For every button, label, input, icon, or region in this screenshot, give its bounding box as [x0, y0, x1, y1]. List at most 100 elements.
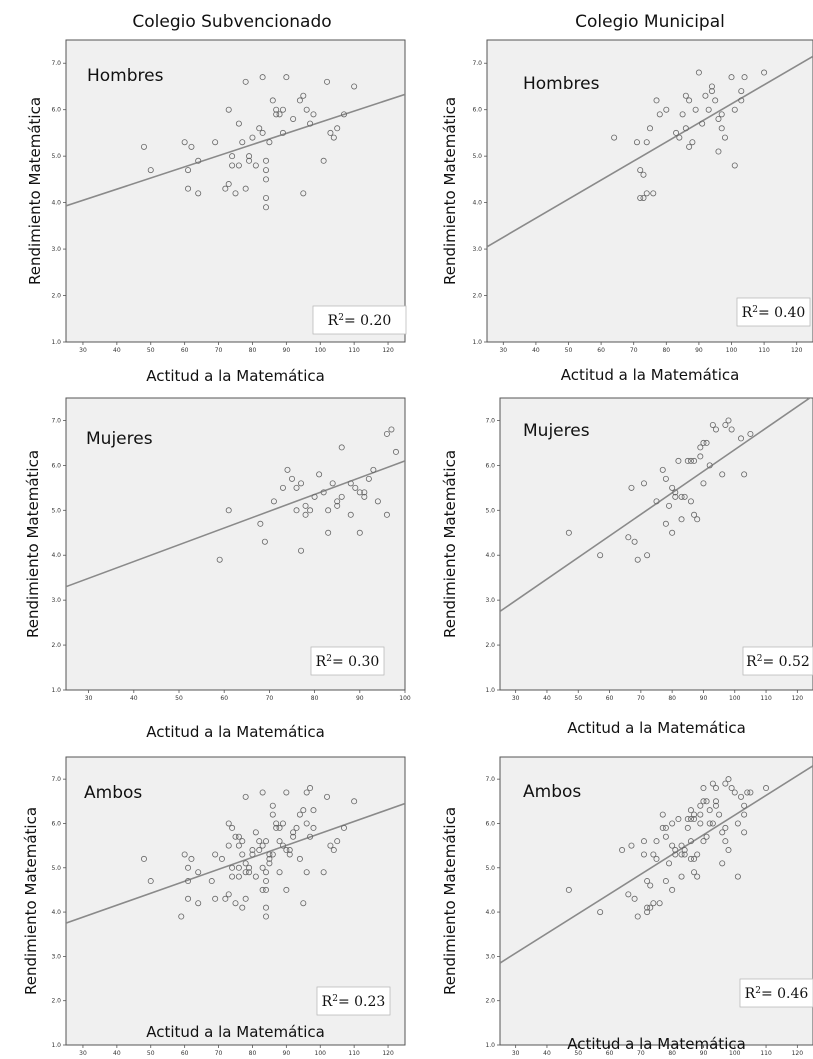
data-point: [697, 820, 704, 827]
y-tick-label: 6.0: [472, 107, 482, 114]
data-point: [222, 895, 229, 902]
data-point: [296, 97, 303, 104]
data-point: [722, 838, 729, 845]
data-point: [283, 789, 290, 796]
data-point: [689, 139, 696, 146]
data-point: [700, 838, 707, 845]
x-tick-label: 70: [630, 347, 638, 354]
data-point: [351, 798, 358, 805]
data-point: [383, 511, 390, 518]
data-point: [283, 847, 290, 854]
data-point: [347, 480, 354, 487]
data-point: [256, 847, 263, 854]
data-point: [697, 811, 704, 818]
data-point: [669, 484, 676, 491]
data-point: [302, 511, 309, 518]
x-tick-label: 100: [729, 1050, 741, 1057]
data-point: [303, 869, 310, 876]
data-point: [643, 190, 650, 197]
data-point: [225, 181, 232, 188]
data-point: [712, 426, 719, 433]
data-point: [725, 847, 732, 854]
data-point: [702, 92, 709, 99]
data-point: [249, 851, 256, 858]
y-axis-label: Rendimiento Matemática: [24, 450, 42, 638]
data-point: [722, 421, 729, 428]
r2-box: [312, 305, 407, 335]
data-point: [650, 851, 657, 858]
data-point: [290, 115, 297, 122]
data-point: [246, 157, 253, 164]
fit-line: [500, 765, 813, 964]
data-point: [293, 507, 300, 514]
data-point: [300, 900, 307, 907]
data-point: [647, 882, 654, 889]
x-tick-label: 100: [399, 695, 411, 702]
data-point: [330, 847, 337, 854]
x-tick-label: 50: [574, 1050, 582, 1057]
data-point: [242, 78, 249, 85]
data-point: [307, 507, 314, 514]
data-point: [694, 873, 701, 880]
data-point: [644, 909, 651, 916]
data-point: [288, 475, 295, 482]
data-point: [225, 891, 232, 898]
x-tick-label: 110: [348, 347, 360, 354]
data-point: [286, 851, 293, 858]
data-point: [684, 816, 691, 823]
data-point: [279, 484, 286, 491]
data-point: [232, 900, 239, 907]
data-point: [697, 444, 704, 451]
x-tick-label: 90: [700, 1050, 708, 1057]
data-point: [300, 807, 307, 814]
x-tick-label: 50: [147, 1050, 155, 1057]
data-point: [691, 855, 698, 862]
data-point: [643, 139, 650, 146]
scatter-panel-3: 30 40 50 60 70 80 90 100 1.0 2.0 3.0 4.0 5.0 6.0 7.0 Mu…: [24, 397, 411, 741]
data-point: [239, 139, 246, 146]
data-point: [744, 789, 751, 796]
data-point: [235, 833, 242, 840]
data-point: [239, 904, 246, 911]
r2-box: [316, 986, 391, 1016]
data-point: [252, 162, 259, 169]
y-tick-label: 3.0: [51, 953, 61, 960]
data-point: [697, 802, 704, 809]
x-tick-label: 110: [758, 347, 770, 354]
y-tick-label: 5.0: [51, 153, 61, 160]
data-point: [279, 129, 286, 136]
data-point: [741, 811, 748, 818]
data-point: [329, 480, 336, 487]
data-point: [687, 457, 694, 464]
data-point: [229, 824, 236, 831]
y-tick-label: 6.0: [485, 462, 495, 469]
data-point: [327, 842, 334, 849]
data-point: [273, 820, 280, 827]
data-point: [628, 484, 635, 491]
data-point: [249, 847, 256, 854]
data-point: [212, 139, 219, 146]
data-point: [283, 74, 290, 81]
data-point: [738, 88, 745, 95]
data-point: [311, 493, 318, 500]
data-point: [700, 785, 707, 792]
data-point: [338, 444, 345, 451]
data-point: [302, 502, 309, 509]
data-point: [699, 120, 706, 127]
data-point: [178, 913, 185, 920]
data-point: [640, 171, 647, 178]
data-point: [706, 807, 713, 814]
plot-area: [65, 397, 406, 691]
x-tick-label: 110: [348, 1050, 360, 1057]
data-point: [195, 869, 202, 876]
scatter-panel-4: 30 40 50 60 70 80 90 100 110 120 1.0 2.0 3.0 4.0 5.0 6.…: [441, 397, 813, 737]
data-point: [263, 194, 270, 201]
data-point: [650, 900, 657, 907]
x-tick-label: 90: [695, 347, 703, 354]
data-point: [279, 106, 286, 113]
data-point: [232, 190, 239, 197]
data-point: [246, 869, 253, 876]
data-point: [303, 106, 310, 113]
data-point: [388, 426, 395, 433]
data-point: [296, 811, 303, 818]
